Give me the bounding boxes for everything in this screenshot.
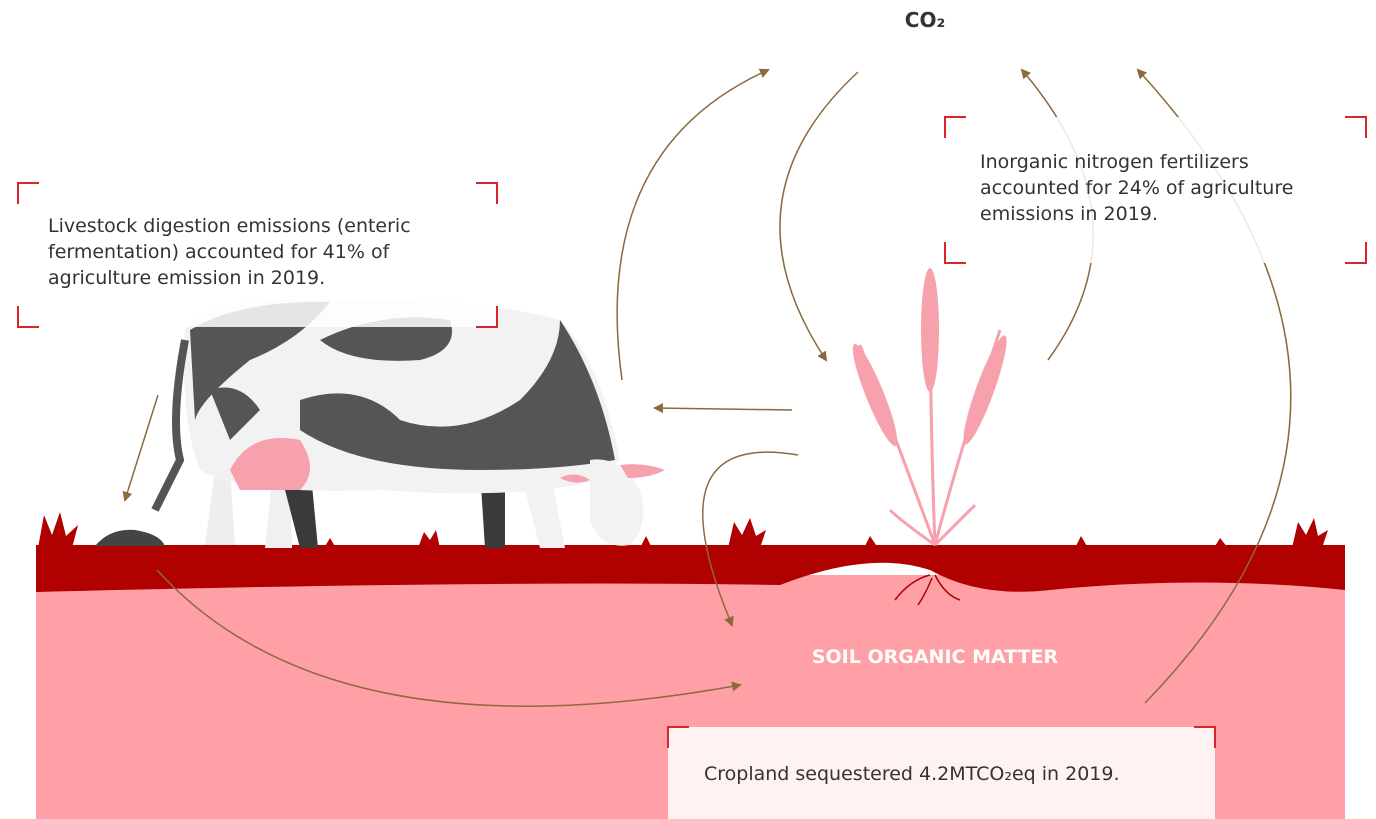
ground	[36, 545, 1345, 592]
wheat-heads	[852, 268, 1007, 447]
grass	[38, 512, 1328, 548]
callout: Inorganic nitrogen fertilizers accounted…	[944, 116, 1367, 264]
soil-label: SOIL ORGANIC MATTER	[812, 646, 1059, 668]
manure	[95, 529, 165, 546]
co2-label: CO₂	[905, 8, 945, 32]
callout: Cropland sequestered 4.2MTCO₂eq in 2019.	[667, 726, 1216, 819]
callout: Livestock digestion emissions (enteric f…	[17, 182, 498, 328]
cow	[151, 299, 665, 548]
callout-text: Cropland sequestered 4.2MTCO₂eq in 2019.	[704, 763, 1120, 785]
callout-text: Inorganic nitrogen fertilizers accounted…	[980, 151, 1294, 225]
callout-text: Livestock digestion emissions (enteric f…	[48, 215, 411, 289]
